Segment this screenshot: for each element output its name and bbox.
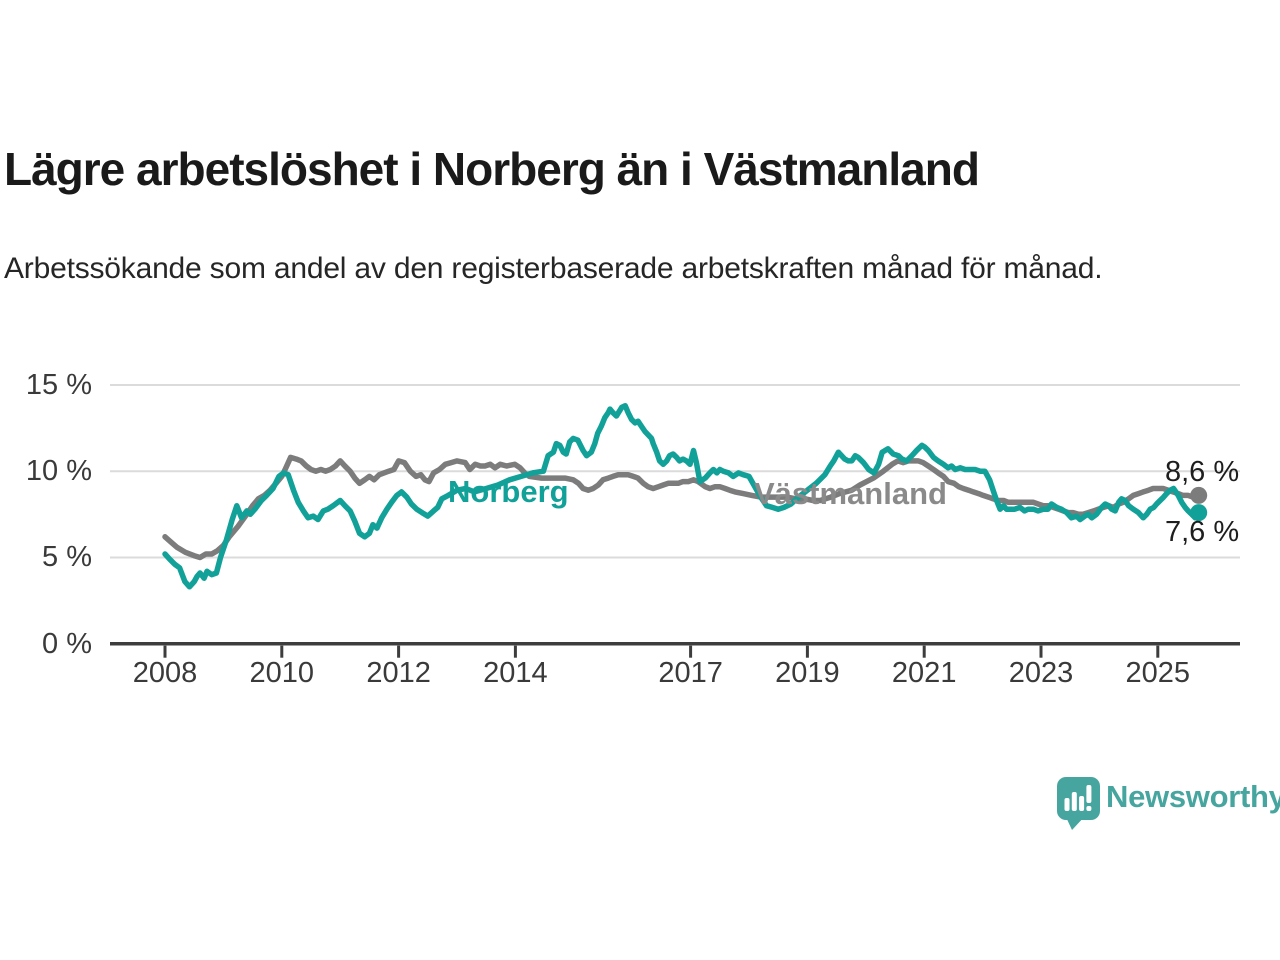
x-tick-label: 2012 [366, 657, 431, 689]
chart-subtitle: Arbetssökande som andel av den registerb… [4, 252, 1103, 285]
x-tick-label: 2021 [891, 657, 957, 689]
series-label-norberg: Norberg [448, 474, 569, 509]
x-tick-label: 2023 [1008, 657, 1074, 689]
y-tick-label: 10 % [25, 455, 92, 488]
x-tick-label: 2017 [658, 657, 723, 689]
chart-title: Lägre arbetslöshet i Norberg än i Västma… [4, 143, 980, 195]
end-value-label-norberg: 7,6 % [1165, 516, 1240, 548]
x-tick-label: 2014 [483, 657, 548, 689]
y-tick-label: 15 % [25, 368, 92, 401]
x-tick-label: 2019 [775, 657, 840, 689]
series-label-vastmanland: Västmanland [754, 476, 947, 511]
x-tick-label: 2025 [1125, 657, 1191, 689]
newsworthy-logo-icon [1057, 777, 1100, 830]
newsworthy-logo-text: Newsworthy [1106, 779, 1280, 814]
x-tick-label: 2008 [132, 657, 198, 689]
y-tick-label: 5 % [42, 541, 92, 574]
y-tick-label: 0 % [42, 627, 92, 660]
x-tick-label: 2010 [249, 657, 315, 689]
end-value-label-vastmanland: 8,6 % [1165, 456, 1240, 488]
newsworthy-brand: Newsworthy [1056, 776, 1280, 832]
